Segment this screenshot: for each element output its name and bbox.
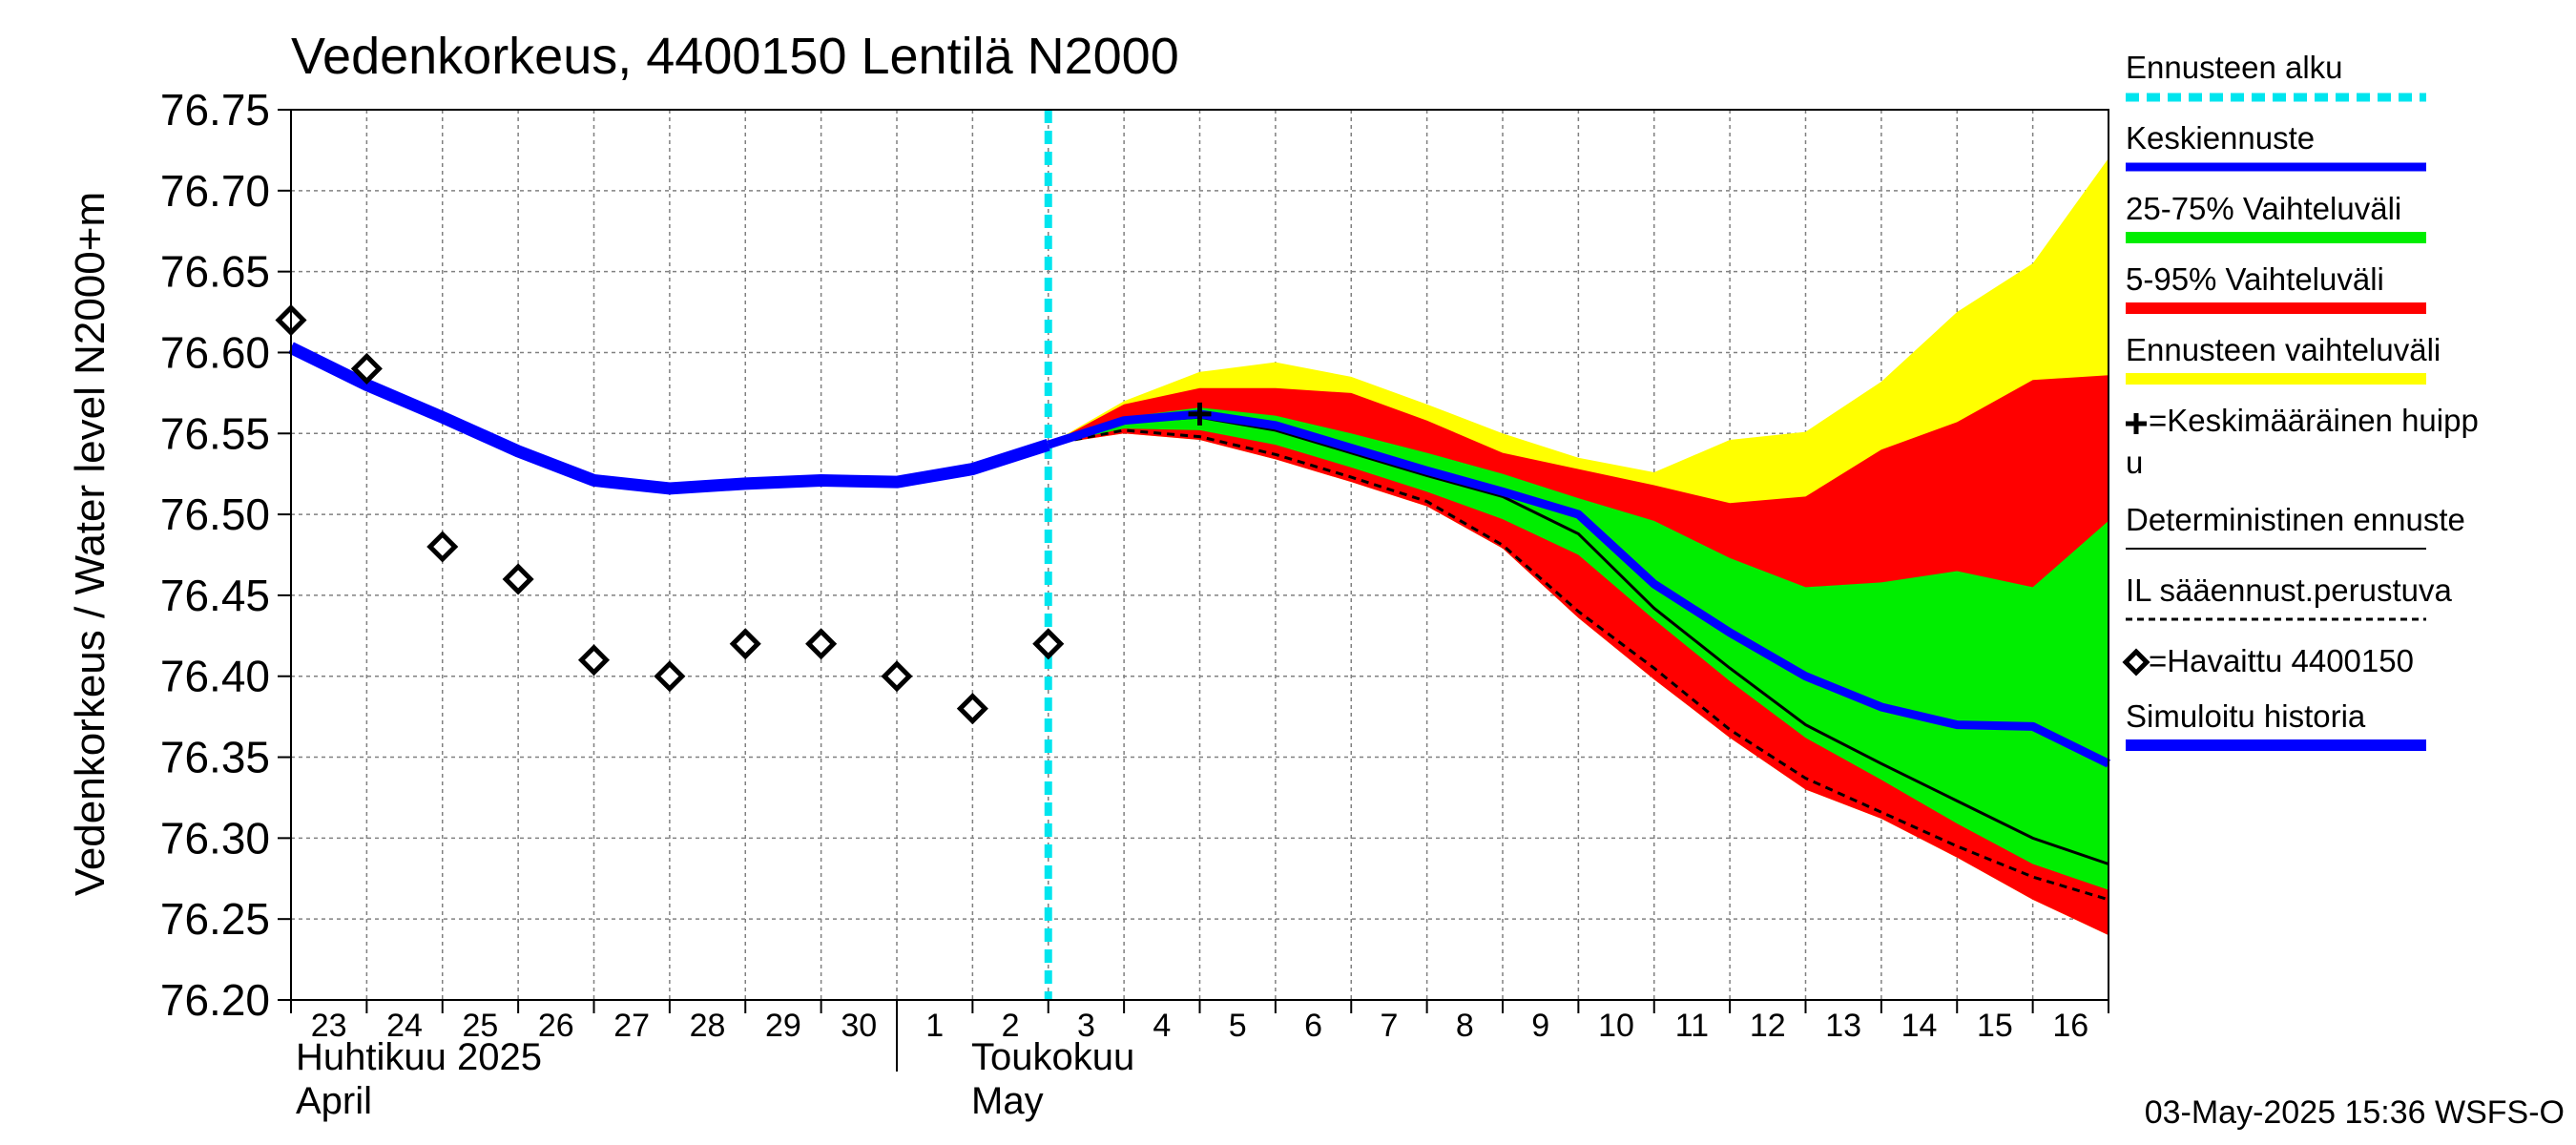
mean-peak-marker: [1188, 402, 1212, 426]
legend-mean-peak-swatch: [2126, 413, 2147, 434]
y-tick-label: 76.75: [160, 85, 270, 135]
month-label-april-fi: Huhtikuu 2025: [296, 1036, 542, 1078]
legend-band-5-95: 5-95% Vaihteluväli: [2126, 261, 2384, 297]
x-tick-label: 12: [1750, 1008, 1786, 1044]
x-tick-label: 16: [2052, 1008, 2088, 1044]
x-tick-label: 26: [538, 1008, 574, 1044]
y-tick-label: 76.55: [160, 408, 270, 458]
observed-point: [502, 563, 534, 595]
y-tick-label: 76.50: [160, 489, 270, 539]
weather-based-forecast-line: [1048, 428, 2109, 902]
x-tick-label: 27: [613, 1008, 650, 1044]
y-axis-label: Vedenkorkeus / Water level N2000+m: [67, 191, 114, 897]
x-tick-label: 28: [690, 1008, 726, 1044]
x-tick-label: 8: [1456, 1008, 1474, 1044]
x-tick-label: 5: [1229, 1008, 1247, 1044]
legend-weather-based: IL sääennust.perustuva: [2126, 572, 2452, 608]
legend-deterministic: Deterministinen ennuste: [2126, 502, 2465, 537]
y-tick-label: 76.60: [160, 327, 270, 377]
y-tick-label: 76.30: [160, 813, 270, 863]
x-tick-label: 6: [1304, 1008, 1322, 1044]
y-tick-label: 76.45: [160, 571, 270, 620]
simulated-history-line: [288, 342, 1050, 495]
observed-point: [654, 660, 686, 693]
forecast-bands: [1048, 157, 2109, 936]
x-tick-label: 24: [386, 1008, 423, 1044]
observed-point: [729, 628, 761, 660]
legend-observed-swatch: [2122, 648, 2150, 677]
observed-point: [1032, 628, 1065, 660]
band-25-75: [1048, 407, 2109, 890]
legend-band-25-75: 25-75% Vaihteluväli: [2126, 191, 2402, 226]
legend-mean-forecast: Keskiennuste: [2126, 120, 2316, 156]
legend-observed: =Havaittu 4400150: [2149, 643, 2414, 678]
x-tick-label: 9: [1531, 1008, 1549, 1044]
x-tick-label: 14: [1901, 1008, 1938, 1044]
observed-point: [805, 628, 838, 660]
y-tick-label: 76.40: [160, 652, 270, 701]
x-tick-label: 23: [311, 1008, 347, 1044]
x-tick-label: 29: [765, 1008, 801, 1044]
mean-forecast-line: [1047, 409, 2110, 768]
observed-point: [956, 693, 988, 725]
x-tick-label: 30: [841, 1008, 877, 1044]
x-tick-label: 7: [1380, 1008, 1398, 1044]
month-label-may-en: May: [971, 1080, 1044, 1122]
observed-point: [350, 352, 383, 385]
chart-title: Vedenkorkeus, 4400150 Lentilä N2000: [291, 28, 1179, 85]
legend-mean-peak-cont: u: [2126, 445, 2144, 480]
legend-band-full: Ennusteen vaihteluväli: [2126, 332, 2441, 367]
x-tick-label: 1: [925, 1008, 944, 1044]
month-label-may-fi: Toukokuu: [971, 1036, 1135, 1078]
legend-forecast-start: Ennusteen alku: [2126, 50, 2343, 85]
legend-simulated: Simuloitu historia: [2126, 698, 2366, 734]
observed-point: [577, 644, 611, 677]
observed-point: [881, 660, 913, 693]
x-tick-label: 15: [1977, 1008, 2013, 1044]
x-tick-label: 13: [1825, 1008, 1861, 1044]
y-tick-label: 76.20: [160, 975, 270, 1025]
month-label-april-en: April: [296, 1080, 373, 1122]
axes: 76.75 76.70 76.65 76.60 76.55 76.50 76.45 76.40…: [160, 85, 2109, 1072]
y-tick-label: 76.35: [160, 733, 270, 782]
series-lines: [288, 110, 2110, 1000]
legend-mean-peak: =Keskimääräinen huipp: [2149, 403, 2479, 438]
x-tick-label: 10: [1598, 1008, 1634, 1044]
footer-timestamp: 03-May-2025 15:36 WSFS-O: [2144, 1094, 2565, 1131]
y-tick-label: 76.70: [160, 166, 270, 216]
legend-lines: [2122, 93, 2426, 751]
x-tick-label: 11: [1675, 1008, 1709, 1044]
y-tick-label: 76.65: [160, 247, 270, 297]
x-tick-label: 3: [1077, 1008, 1095, 1044]
x-tick-label: 2: [1002, 1008, 1020, 1044]
observed-point: [426, 531, 459, 563]
y-tick-label: 76.25: [160, 894, 270, 944]
x-tick-label: 25: [463, 1008, 499, 1044]
x-tick-label: 4: [1153, 1008, 1171, 1044]
